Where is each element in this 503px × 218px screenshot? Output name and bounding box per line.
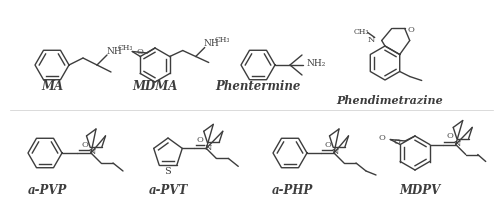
Text: O: O bbox=[136, 48, 143, 56]
Text: N: N bbox=[205, 144, 212, 152]
Text: Phendimetrazine: Phendimetrazine bbox=[337, 94, 443, 106]
Text: CH₃: CH₃ bbox=[117, 44, 133, 52]
Text: N: N bbox=[454, 140, 461, 148]
Text: CH₃: CH₃ bbox=[354, 29, 369, 36]
Text: O: O bbox=[393, 138, 400, 146]
Text: NH: NH bbox=[106, 46, 122, 56]
Text: N: N bbox=[368, 36, 375, 44]
Text: O: O bbox=[446, 133, 453, 140]
Text: O: O bbox=[324, 141, 331, 149]
Text: O: O bbox=[81, 141, 89, 149]
Text: Phentermine: Phentermine bbox=[215, 80, 301, 94]
Text: NH₂: NH₂ bbox=[306, 58, 325, 68]
Text: NH: NH bbox=[204, 39, 220, 48]
Text: a-PVP: a-PVP bbox=[28, 184, 68, 196]
Text: MDPV: MDPV bbox=[399, 184, 441, 196]
Text: O: O bbox=[197, 136, 204, 144]
Text: O: O bbox=[407, 26, 414, 34]
Text: O: O bbox=[379, 135, 386, 143]
Text: MA: MA bbox=[41, 80, 63, 94]
Text: a-PVT: a-PVT bbox=[148, 184, 188, 196]
Text: S: S bbox=[164, 167, 172, 175]
Text: N: N bbox=[89, 148, 96, 156]
Text: MDMA: MDMA bbox=[132, 80, 178, 94]
Text: CH₃: CH₃ bbox=[215, 36, 230, 44]
Text: N: N bbox=[331, 148, 339, 156]
Text: a-PHP: a-PHP bbox=[272, 184, 314, 196]
